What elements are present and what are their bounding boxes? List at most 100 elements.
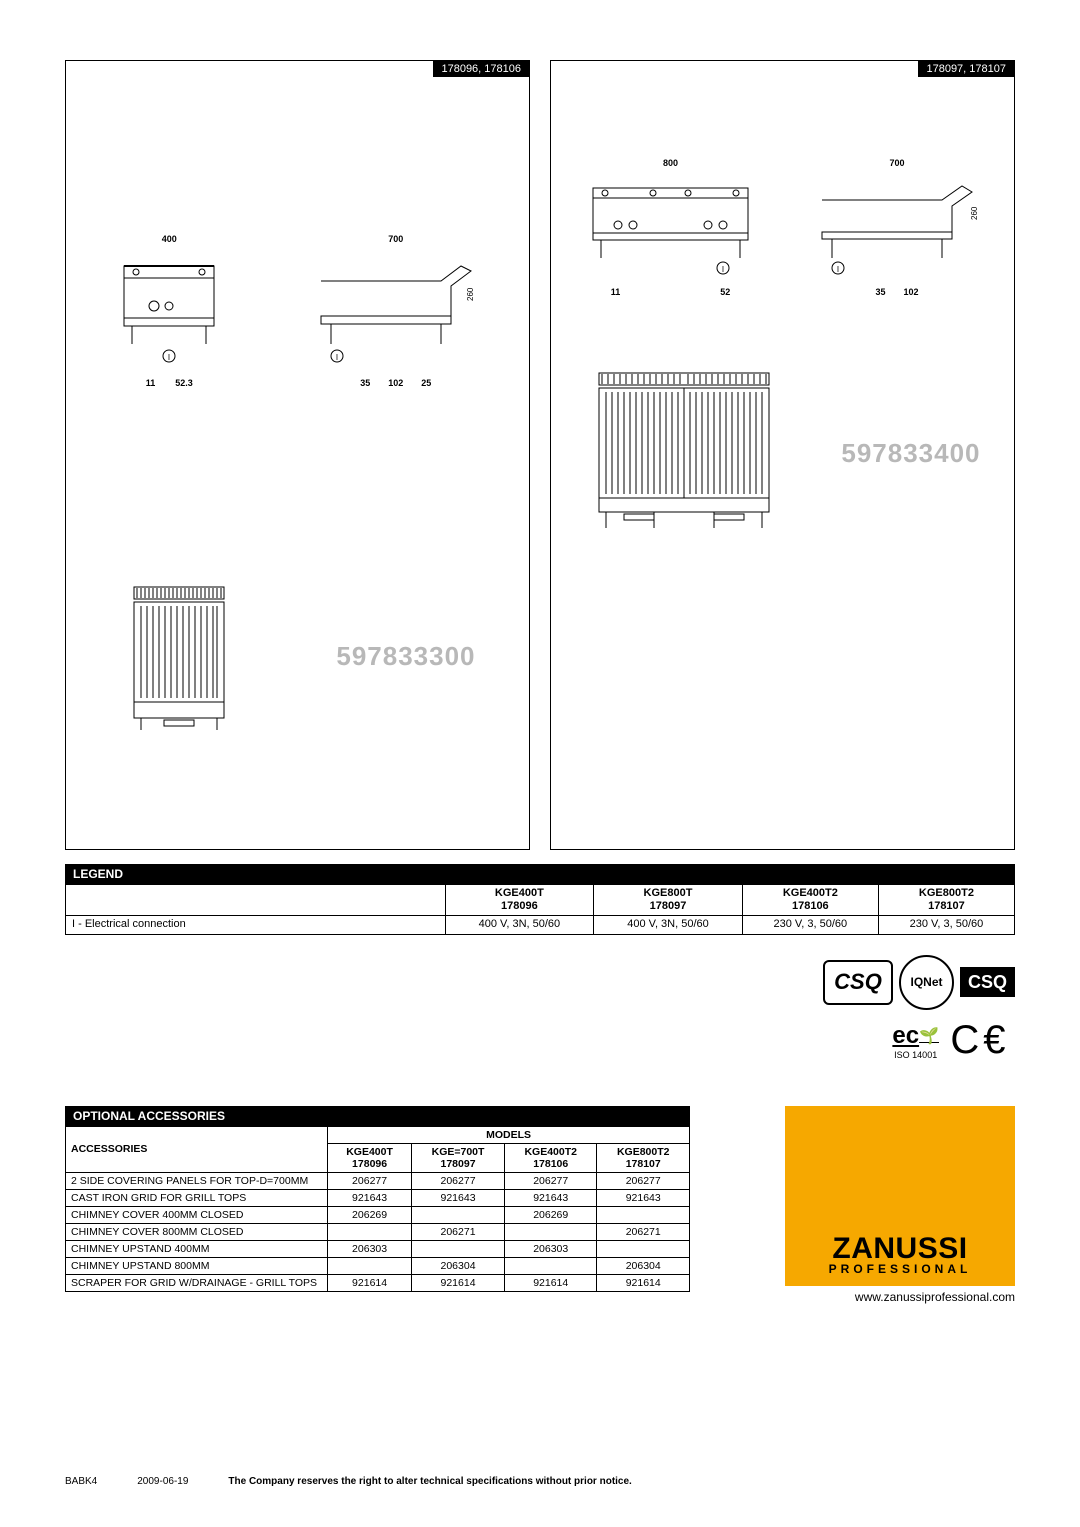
partnum-right: 597833400 <box>841 438 980 469</box>
dim-52: 52.3 <box>175 378 193 388</box>
acc-col2-c: 178106 <box>533 1158 568 1170</box>
footer-date: 2009-06-19 <box>137 1476 188 1487</box>
top-view-800 <box>584 368 784 538</box>
top-view-400 <box>119 582 239 732</box>
acc-row: CHIMNEY UPSTAND 800MM 206304 206304 <box>66 1257 690 1274</box>
dim-800: 800 <box>663 158 678 168</box>
acc-cell <box>328 1257 412 1274</box>
col-code-1: 178097 <box>650 900 687 912</box>
dim-11: 11 <box>146 378 156 388</box>
eco-text: ec <box>892 1022 919 1050</box>
acc-cell: 921614 <box>328 1274 412 1291</box>
dim-35: 35 <box>360 378 370 388</box>
legend-v0: 400 V, 3N, 50/60 <box>445 916 594 934</box>
legend-v2: 230 V, 3, 50/60 <box>742 916 878 934</box>
acc-cell: 921614 <box>412 1274 505 1291</box>
front-view-800: 800 <box>583 158 758 297</box>
dim-11b: 11 <box>611 287 621 297</box>
col-model-0: KGE400T <box>495 887 544 899</box>
legend-row-label: I - Electrical connection <box>66 916 446 934</box>
acc-row: CHIMNEY COVER 800MM CLOSED 206271 206271 <box>66 1223 690 1240</box>
acc-row: CHIMNEY UPSTAND 400MM206303206303 <box>66 1240 690 1257</box>
legend-title: LEGEND <box>65 864 1015 884</box>
svg-text:260: 260 <box>466 287 475 301</box>
acc-col2-m: KGE400T2 <box>524 1146 577 1158</box>
legend-data-row: I - Electrical connection 400 V, 3N, 50/… <box>66 916 1015 934</box>
acc-cell: 921643 <box>504 1189 596 1206</box>
acc-row: CHIMNEY COVER 400MM CLOSED206269206269 <box>66 1206 690 1223</box>
acc-col1-m: KGE=700T <box>432 1146 485 1158</box>
acc-title2: ACCESSORIES <box>66 1126 328 1172</box>
acc-cell: 921643 <box>412 1189 505 1206</box>
acc-cell: 206304 <box>597 1257 690 1274</box>
dim-700: 700 <box>388 234 403 244</box>
side-svg-800: I 260 <box>812 180 982 275</box>
acc-col0-m: KGE400T <box>346 1146 393 1158</box>
acc-cell <box>412 1206 505 1223</box>
acc-cell: 206277 <box>412 1172 505 1189</box>
panel-left-drawing: 400 I <box>66 101 529 849</box>
csq-logo: CSQ <box>823 960 893 1005</box>
col-code-3: 178107 <box>928 900 965 912</box>
acc-cell: 206271 <box>597 1223 690 1240</box>
acc-cell: 206271 <box>412 1223 505 1240</box>
footer-note: The Company reserves the right to alter … <box>228 1476 631 1487</box>
ce-logo: C€ <box>945 1016 1015 1066</box>
acc-cell <box>597 1206 690 1223</box>
col-model-3: KGE800T2 <box>919 887 974 899</box>
legend-block: LEGEND KGE400T178096 KGE800T178097 KGE40… <box>65 864 1015 935</box>
csq2-logo: CSQ <box>960 967 1015 997</box>
acc-cell <box>504 1223 596 1240</box>
col-model-2: KGE400T2 <box>783 887 838 899</box>
panel-right: 178097, 178107 800 <box>550 60 1015 850</box>
acc-cell: 206303 <box>504 1240 596 1257</box>
acc-cell: 206277 <box>328 1172 412 1189</box>
dim-52b: 52 <box>720 287 730 297</box>
col-code-2: 178106 <box>792 900 829 912</box>
acc-cell: 921643 <box>328 1189 412 1206</box>
col-model-1: KGE800T <box>644 887 693 899</box>
acc-cell <box>412 1240 505 1257</box>
eco-block: ec🌱 ISO 14001 <box>892 1022 939 1060</box>
acc-cell: 921643 <box>597 1189 690 1206</box>
acc-cell: 206303 <box>328 1240 412 1257</box>
acc-cell <box>597 1240 690 1257</box>
acc-cell: 921614 <box>597 1274 690 1291</box>
col-code-0: 178096 <box>501 900 538 912</box>
svg-text:I: I <box>168 353 170 362</box>
acc-col3-c: 178107 <box>626 1158 661 1170</box>
drawings-row: 178096, 178106 400 <box>65 60 1015 850</box>
accessories-block: OPTIONAL ACCESSORIES ACCESSORIES MODELS … <box>65 1106 690 1292</box>
acc-row: CAST IRON GRID FOR GRILL TOPS92164392164… <box>66 1189 690 1206</box>
acc-cell: 206304 <box>412 1257 505 1274</box>
page: 178096, 178106 400 <box>0 0 1080 1527</box>
acc-row-label: SCRAPER FOR GRID W/DRAINAGE - GRILL TOPS <box>66 1274 328 1291</box>
panel-right-header: 178097, 178107 <box>918 61 1014 77</box>
svg-text:260: 260 <box>970 206 979 220</box>
acc-col3-m: KGE800T2 <box>617 1146 670 1158</box>
iso-text: ISO 14001 <box>894 1050 937 1060</box>
svg-text:I: I <box>336 353 338 362</box>
legend-v3: 230 V, 3, 50/60 <box>878 916 1014 934</box>
acc-row: SCRAPER FOR GRID W/DRAINAGE - GRILL TOPS… <box>66 1274 690 1291</box>
front-svg-400: I <box>114 256 224 366</box>
acc-row-label: CHIMNEY UPSTAND 400MM <box>66 1240 328 1257</box>
brand-block: ZANUSSI PROFESSIONAL www.zanussiprofessi… <box>710 1106 1015 1304</box>
brand-url: www.zanussiprofessional.com <box>855 1290 1015 1304</box>
dim-102b: 102 <box>903 287 918 297</box>
cert-logos: CSQ IQNet CSQ ec🌱 ISO 14001 C€ <box>65 955 1015 1066</box>
acc-row-label: 2 SIDE COVERING PANELS FOR TOP-D=700MM <box>66 1172 328 1189</box>
dim-25: 25 <box>421 378 431 388</box>
brand-sub: PROFESSIONAL <box>829 1262 972 1276</box>
footer-code: BABK4 <box>65 1476 97 1487</box>
footer: BABK4 2009-06-19 The Company reserves th… <box>65 1476 1015 1487</box>
dim-35b: 35 <box>875 287 885 297</box>
acc-title1: OPTIONAL ACCESSORIES <box>65 1106 690 1126</box>
acc-cell: 206277 <box>597 1172 690 1189</box>
svg-text:I: I <box>837 265 839 274</box>
front-view-400: 400 I <box>114 234 224 388</box>
acc-cell <box>504 1257 596 1274</box>
acc-row-label: CHIMNEY UPSTAND 800MM <box>66 1257 328 1274</box>
partnum-left: 597833300 <box>336 641 475 672</box>
acc-row-label: CHIMNEY COVER 800MM CLOSED <box>66 1223 328 1240</box>
